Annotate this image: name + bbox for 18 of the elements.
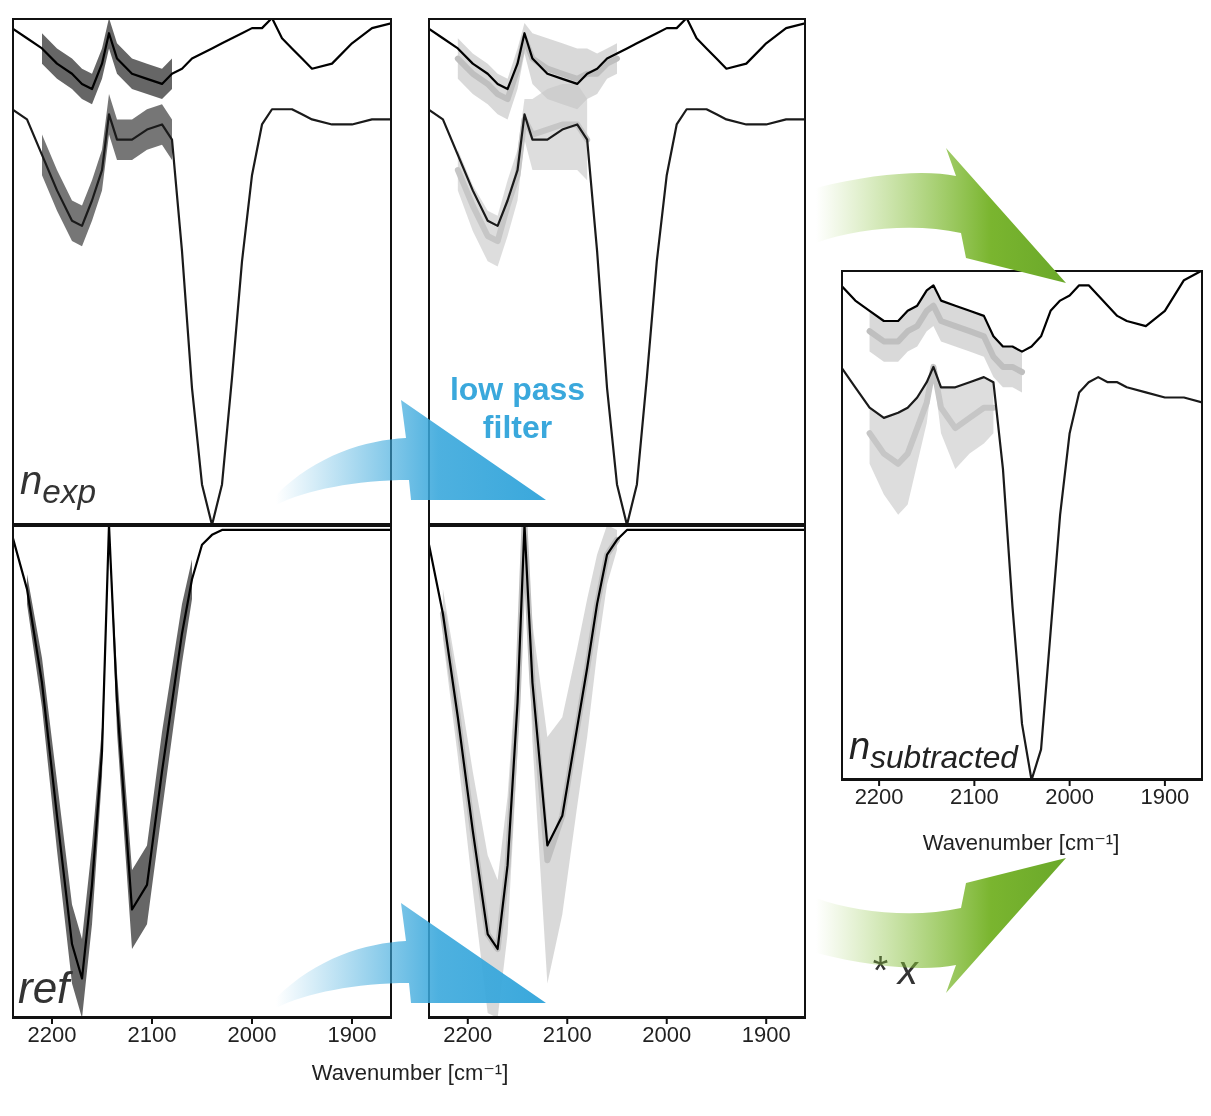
text: * x	[871, 948, 918, 993]
x-tick-label: 2200	[443, 1021, 493, 1047]
x-axis-title: Wavenumber [cm⁻¹]	[921, 830, 1121, 856]
x-tick-label: 2100	[127, 1021, 177, 1047]
x-tick-label: 1900	[1140, 783, 1190, 809]
x-tick-label: 2000	[1045, 783, 1095, 809]
x-tick-label: 2200	[27, 1021, 77, 1047]
x-tick-label: 2100	[949, 783, 999, 809]
annotation: n$_{exp}$	[20, 458, 96, 511]
x-axis-title: Wavenumber [cm⁻¹]	[310, 1060, 510, 1086]
x-tick-label: 2000	[227, 1021, 277, 1047]
annotation: n$_{subtracted}$	[849, 725, 1018, 776]
annotation: low pass filter	[448, 370, 587, 446]
x-tick-label: 2200	[854, 783, 904, 809]
x-tick-label: 1900	[741, 1021, 791, 1047]
x-tick-label: 1900	[327, 1021, 377, 1047]
x-tick-label: 2100	[542, 1021, 592, 1047]
x-tick-label: 2000	[642, 1021, 692, 1047]
